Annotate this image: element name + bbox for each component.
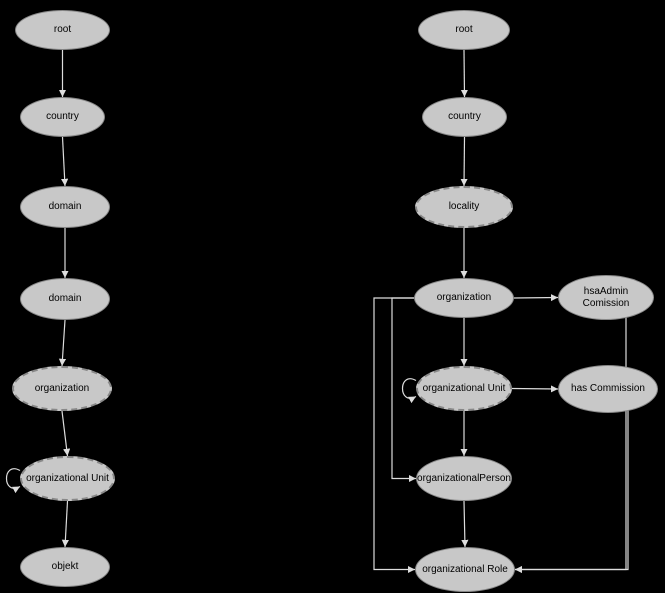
- node-label: country: [46, 111, 79, 123]
- node-label: domain: [49, 201, 82, 213]
- node-label: domain: [49, 293, 82, 305]
- node-r_hasc: has Commission: [558, 365, 658, 413]
- node-label: root: [54, 24, 71, 36]
- node-l_country: country: [20, 97, 105, 137]
- node-r_op: organizationalPerson: [416, 456, 512, 501]
- node-r_root: root: [418, 10, 510, 50]
- node-label: root: [455, 24, 472, 36]
- node-label: objekt: [52, 561, 79, 573]
- node-l_org: organization: [12, 366, 112, 411]
- node-l_domain1: domain: [20, 186, 110, 228]
- node-label: organizational Unit: [423, 383, 506, 395]
- node-label: locality: [449, 201, 480, 213]
- node-r_role: organizational Role: [415, 547, 515, 592]
- node-r_ou: organizational Unit: [416, 366, 512, 411]
- node-r_country: country: [422, 97, 507, 137]
- node-label: organizational Unit: [26, 473, 109, 485]
- node-l_objekt: objekt: [20, 547, 110, 587]
- node-l_root: root: [15, 10, 110, 50]
- node-r_admin: hsaAdmin Comission: [558, 275, 654, 320]
- node-l_domain2: domain: [20, 278, 110, 320]
- node-l_ou: organizational Unit: [20, 456, 115, 501]
- node-label: organizational Role: [422, 564, 508, 576]
- node-label: has Commission: [571, 383, 645, 395]
- node-label: organizationalPerson: [417, 473, 511, 485]
- node-label: hsaAdmin Comission: [563, 286, 649, 310]
- node-label: country: [448, 111, 481, 123]
- node-r_org: organization: [414, 278, 514, 318]
- node-label: organization: [437, 292, 491, 304]
- diagram-canvas: root country domain domain organization organ…: [0, 0, 665, 593]
- node-r_locality: locality: [415, 186, 513, 228]
- node-label: organization: [35, 383, 89, 395]
